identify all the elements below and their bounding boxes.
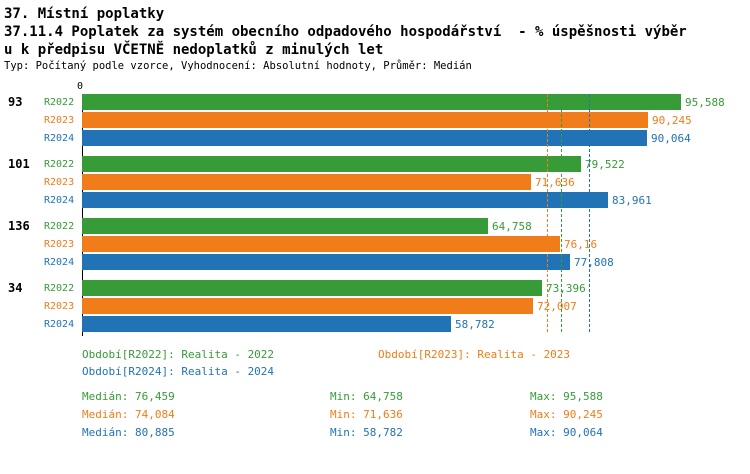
bar-track: 73,396 <box>82 280 750 296</box>
series-label-R2024: R2024 <box>44 256 75 268</box>
x-axis-top: 0 <box>0 81 750 94</box>
y-axis-line <box>82 94 83 336</box>
legend-item-R2023: Období[R2023]: Realita - 2023 <box>378 348 571 361</box>
bar-R2023 <box>82 112 648 128</box>
bar-track: 71,636 <box>82 174 750 190</box>
stat-max-R2022: Max: 95,588 <box>530 390 603 403</box>
bar-R2024 <box>82 130 647 146</box>
series-label-R2024: R2024 <box>44 194 75 206</box>
series-label-R2023: R2023 <box>44 238 75 250</box>
bar-value-label: 90,064 <box>651 131 691 145</box>
series-label-R2024: R2024 <box>44 132 75 144</box>
bar-R2024 <box>82 316 451 332</box>
chart-legend: Období[R2022]: Realita - 2022 Období[R202… <box>0 348 750 378</box>
bar-row: R2024 83,961 <box>0 192 750 208</box>
bar-group-136: 136 R2022 64,758 R2023 76,16 R2024 77,808 <box>0 218 750 270</box>
bar-row: 34 R2022 73,396 <box>0 280 750 296</box>
bar-R2023 <box>82 174 531 190</box>
bar-row: 101 R2022 79,522 <box>0 156 750 172</box>
report-subtitle-line1: 37.11.4 Poplatek za systém obecního odpa… <box>4 24 687 40</box>
bar-track: 58,782 <box>82 316 750 332</box>
bar-track: 64,758 <box>82 218 750 234</box>
stat-min-R2024: Min: 58,782 <box>330 426 403 439</box>
bar-R2024 <box>82 254 570 270</box>
series-label-R2022: R2022 <box>44 220 75 232</box>
bar-group-34: 34 R2022 73,396 R2023 72,007 R2024 58,782 <box>0 280 750 332</box>
bar-row: R2023 76,16 <box>0 236 750 252</box>
bar-value-label: 72,007 <box>537 299 577 313</box>
bar-R2022 <box>82 94 681 110</box>
group-label: 136 <box>8 219 30 233</box>
bar-track: 90,245 <box>82 112 750 128</box>
bar-value-label: 73,396 <box>546 281 586 295</box>
bar-track: 95,588 <box>82 94 750 110</box>
bar-track: 77,808 <box>82 254 750 270</box>
bar-row: R2023 72,007 <box>0 298 750 314</box>
bar-R2022 <box>82 156 581 172</box>
bar-track: 79,522 <box>82 156 750 172</box>
bar-row: R2024 77,808 <box>0 254 750 270</box>
stat-median-R2022: Medián: 76,459 <box>82 390 175 403</box>
legend-item-R2022: Období[R2022]: Realita - 2022 <box>82 348 275 361</box>
series-label-R2022: R2022 <box>44 96 75 108</box>
report-subtitle-line2: u k předpisu VČETNĚ nedoplatků z minulýc… <box>4 42 384 58</box>
stat-median-R2024: Medián: 80,885 <box>82 426 175 439</box>
series-label-R2023: R2023 <box>44 176 75 188</box>
bar-R2022 <box>82 218 488 234</box>
bar-track: 72,007 <box>82 298 750 314</box>
bar-value-label: 79,522 <box>585 157 625 171</box>
bar-groups: 93 R2022 95,588 R2023 90,245 R2024 90,064 101 R2… <box>0 94 750 332</box>
bar-R2022 <box>82 280 542 296</box>
stat-median-R2023: Medián: 74,084 <box>82 408 175 421</box>
series-label-R2023: R2023 <box>44 300 75 312</box>
series-label-R2022: R2022 <box>44 282 75 294</box>
bar-row: R2024 90,064 <box>0 130 750 146</box>
group-label: 101 <box>8 157 30 171</box>
bar-R2023 <box>82 236 560 252</box>
bar-value-label: 71,636 <box>535 175 575 189</box>
stat-min-R2022: Min: 64,758 <box>330 390 403 403</box>
bar-row: R2023 71,636 <box>0 174 750 190</box>
series-label-R2022: R2022 <box>44 158 75 170</box>
chart-stats: Medián: 76,459 Min: 64,758 Max: 95,588 Medi… <box>0 390 750 439</box>
report-header: 37. Místní poplatky 37.11.4 Poplatek za … <box>0 0 750 73</box>
bar-group-101: 101 R2022 79,522 R2023 71,636 R2024 83,961 <box>0 156 750 208</box>
bar-R2024 <box>82 192 608 208</box>
bar-value-label: 76,16 <box>564 237 598 251</box>
bar-chart: 0 93 R2022 95,588 R2023 90,245 R2024 90,064 101… <box>0 81 750 336</box>
bar-group-93: 93 R2022 95,588 R2023 90,245 R2024 90,064 <box>0 94 750 146</box>
bar-row: 136 R2022 64,758 <box>0 218 750 234</box>
bar-value-label: 90,245 <box>652 113 692 127</box>
bar-row: R2024 58,782 <box>0 316 750 332</box>
bar-value-label: 83,961 <box>612 193 652 207</box>
bar-value-label: 64,758 <box>492 219 532 233</box>
series-label-R2024: R2024 <box>44 318 75 330</box>
legend-item-R2024: Období[R2024]: Realita - 2024 <box>82 365 275 378</box>
group-label: 93 <box>8 95 23 109</box>
bar-track: 90,064 <box>82 130 750 146</box>
stat-min-R2023: Min: 71,636 <box>330 408 403 421</box>
stat-max-R2024: Max: 90,064 <box>530 426 603 439</box>
bar-value-label: 58,782 <box>455 317 495 331</box>
bar-row: 93 R2022 95,588 <box>0 94 750 110</box>
group-label: 34 <box>8 281 23 295</box>
report-title: 37. Místní poplatky <box>4 6 165 22</box>
x-axis-origin-label: 0 <box>77 81 84 92</box>
bar-track: 76,16 <box>82 236 750 252</box>
chart-plot-area: 93 R2022 95,588 R2023 90,245 R2024 90,064 101 R2… <box>0 94 750 336</box>
bar-R2023 <box>82 298 533 314</box>
bar-track: 83,961 <box>82 192 750 208</box>
report-page: 37. Místní poplatky 37.11.4 Poplatek za … <box>0 0 750 439</box>
bar-row: R2023 90,245 <box>0 112 750 128</box>
bar-value-label: 77,808 <box>574 255 614 269</box>
bar-value-label: 95,588 <box>685 95 725 109</box>
report-meta: Typ: Počítaný podle vzorce, Vyhodnocení:… <box>4 60 472 72</box>
series-label-R2023: R2023 <box>44 114 75 126</box>
stat-max-R2023: Max: 90,245 <box>530 408 603 421</box>
